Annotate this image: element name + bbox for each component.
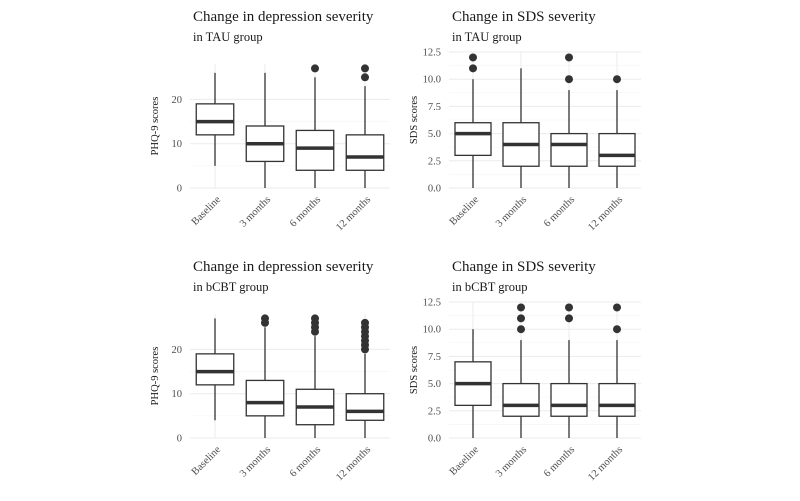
y-tick-label: 0 <box>177 184 182 195</box>
x-tick-label: 12 months <box>586 194 625 233</box>
outlier-point <box>517 303 525 312</box>
y-tick-label: 10.0 <box>423 325 441 336</box>
x-tick-label: Baseline <box>448 444 482 478</box>
outlier-point <box>469 64 477 73</box>
y-tick-label: 2.5 <box>428 156 441 167</box>
x-tick-label: 12 months <box>334 194 373 233</box>
outlier-point <box>565 53 573 62</box>
outlier-point <box>469 53 477 62</box>
y-tick-label: 2.5 <box>428 406 441 417</box>
y-tick-label: 20 <box>172 345 183 356</box>
x-tick-label: Baseline <box>448 194 482 228</box>
chart-subtitle: in bCBT group <box>452 280 527 294</box>
x-tick-label: Baseline <box>190 444 224 478</box>
y-tick-label: 7.5 <box>428 102 441 113</box>
box-1 <box>195 318 235 421</box>
box-4 <box>345 318 385 438</box>
chart-panel: 0.0 2.5 5.0 7.5 10.0 12.5 Baseline 3 months 6 mo… <box>409 9 641 233</box>
chart-subtitle: in TAU group <box>193 30 263 44</box>
chart-panel: 0 10 20 Baseline 3 months 6 months 12 months PH… <box>150 9 390 233</box>
y-tick-label: 0.0 <box>428 184 441 195</box>
y-tick-label: 12.5 <box>423 298 441 309</box>
box-1 <box>454 53 492 188</box>
box-2 <box>245 314 285 438</box>
chart-subtitle: in bCBT group <box>193 280 268 294</box>
chart-panel: 0 10 20 Baseline 3 months 6 months 12 months PH… <box>150 259 390 483</box>
box-iqr <box>345 134 385 171</box>
y-tick-label: 20 <box>172 95 183 106</box>
outlier-point <box>361 64 369 73</box>
y-tick-label: 10 <box>172 389 183 400</box>
outlier-point <box>613 75 621 84</box>
x-tick-label: 3 months <box>238 444 273 479</box>
box-iqr <box>454 122 492 157</box>
box-3 <box>550 53 588 188</box>
gridlines <box>449 51 641 189</box>
y-axis-label: PHQ-9 scores <box>150 347 161 406</box>
y-tick-label: 0.0 <box>428 434 441 445</box>
box-4 <box>345 64 385 188</box>
chart-title: Change in depression severity <box>193 9 374 25</box>
box-iqr <box>195 353 235 386</box>
box-3 <box>550 303 588 438</box>
box-4 <box>598 75 636 188</box>
outlier-point <box>565 75 573 84</box>
x-tick-label: 6 months <box>288 194 323 229</box>
outlier-point <box>613 325 621 334</box>
box-iqr <box>550 132 588 167</box>
box-3 <box>295 314 335 438</box>
box-iqr <box>598 132 636 167</box>
y-tick-label: 5.0 <box>428 129 441 140</box>
outlier-point <box>613 303 621 312</box>
y-tick-label: 0 <box>177 434 182 445</box>
outlier-point <box>517 314 525 323</box>
box-iqr <box>598 382 636 417</box>
box-1 <box>195 72 235 166</box>
y-tick-label: 10.0 <box>423 75 441 86</box>
y-tick-label: 7.5 <box>428 352 441 363</box>
outlier-point <box>361 318 369 327</box>
outlier-point <box>311 64 319 73</box>
y-axis-label: PHQ-9 scores <box>150 97 161 156</box>
x-tick-label: 3 months <box>238 194 273 229</box>
box-1 <box>454 329 492 438</box>
chart-title: Change in SDS severity <box>452 9 596 25</box>
box-iqr <box>550 382 588 417</box>
x-tick-label: 12 months <box>586 444 625 483</box>
outlier-point <box>361 73 369 82</box>
box-iqr <box>345 393 385 421</box>
chart-subtitle: in TAU group <box>452 30 522 44</box>
box-iqr <box>295 129 335 171</box>
box-2 <box>502 303 540 438</box>
box-iqr <box>502 382 540 417</box>
y-tick-label: 5.0 <box>428 379 441 390</box>
box-2 <box>502 68 540 188</box>
box-iqr <box>245 379 285 417</box>
chart-panel: 0.0 2.5 5.0 7.5 10.0 12.5 Baseline 3 months 6 mo… <box>409 259 641 483</box>
outlier-point <box>517 325 525 334</box>
x-tick-label: 12 months <box>334 444 373 483</box>
y-tick-label: 10 <box>172 139 183 150</box>
box-2 <box>245 72 285 188</box>
box-4 <box>598 303 636 438</box>
box-3 <box>295 64 335 188</box>
x-tick-label: 3 months <box>494 444 529 479</box>
outlier-point <box>565 314 573 323</box>
y-axis-label: SDS scores <box>409 346 420 394</box>
y-tick-label: 12.5 <box>423 48 441 59</box>
outlier-point <box>261 314 269 323</box>
outlier-point <box>565 303 573 312</box>
x-tick-label: 6 months <box>288 444 323 479</box>
chart-title: Change in depression severity <box>193 259 374 275</box>
y-axis-label: SDS scores <box>409 96 420 144</box>
outlier-point <box>311 314 319 323</box>
x-tick-label: 6 months <box>542 194 577 229</box>
chart-title: Change in SDS severity <box>452 259 596 275</box>
x-tick-label: 3 months <box>494 194 529 229</box>
x-tick-label: Baseline <box>190 194 224 228</box>
x-tick-label: 6 months <box>542 444 577 479</box>
box-iqr <box>195 103 235 136</box>
